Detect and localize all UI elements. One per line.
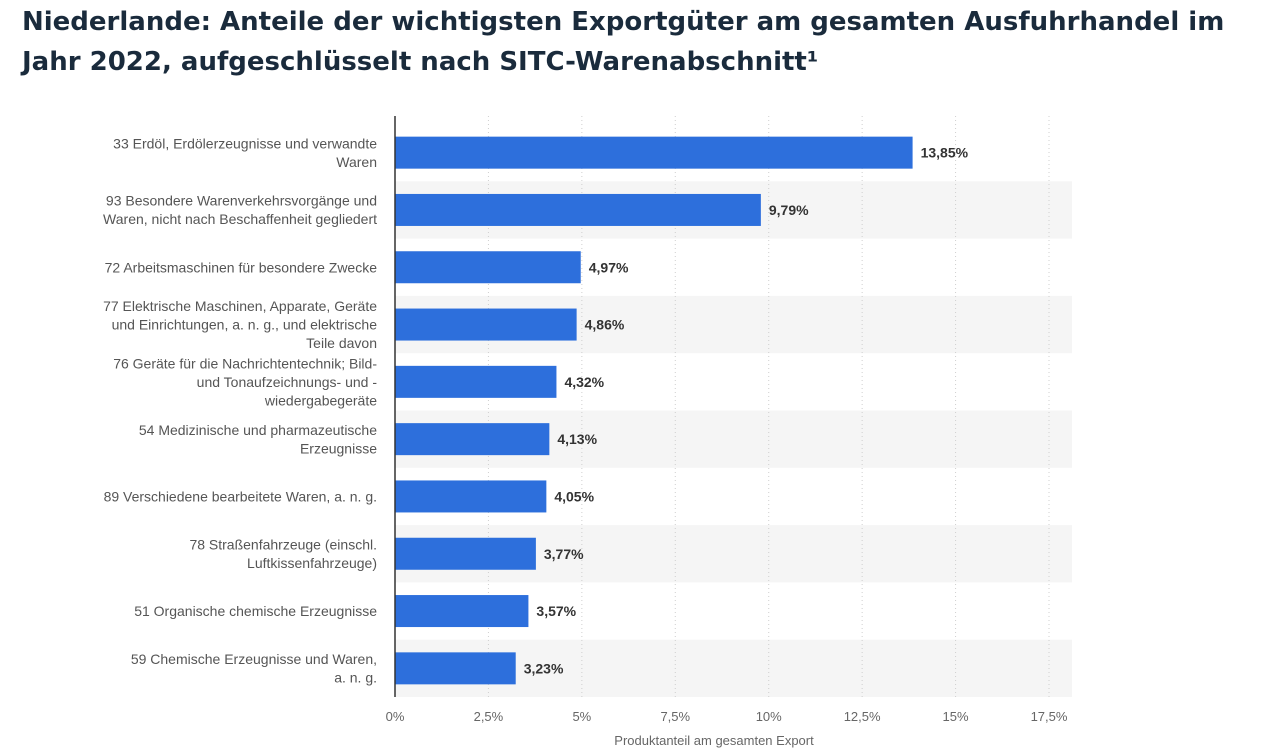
category-label-line: 77 Elektrische Maschinen, Apparate, Gerä… (103, 298, 377, 314)
bar-2[interactable] (395, 193, 761, 226)
category-label: 54 Medizinische und pharmazeutische Erzeu… (139, 422, 377, 457)
bar-1[interactable] (395, 136, 913, 169)
category-label-line: 59 Chemische Erzeugnisse und Waren, (131, 651, 377, 667)
category-label: 77 Elektrische Maschinen, Apparate, Gerä… (103, 298, 377, 351)
value-label: 3,77% (544, 546, 584, 562)
value-label: 4,32% (564, 374, 604, 390)
value-label: 9,79% (769, 202, 809, 218)
page-title: Niederlande: Anteile der wichtigsten Exp… (22, 7, 1225, 77)
value-label: 4,05% (554, 488, 594, 504)
x-tick-label: 5% (572, 709, 591, 724)
category-label-line: 51 Organische chemische Erzeugnisse (134, 603, 377, 619)
category-label-line: wiedergabegeräte (264, 392, 377, 408)
value-label: 4,13% (557, 431, 597, 447)
value-label: 3,23% (524, 660, 564, 676)
bar-9[interactable] (395, 595, 529, 628)
category-label-line: und Tonaufzeichnungs- und - (197, 374, 378, 390)
bar-6[interactable] (395, 423, 550, 456)
category-label: 76 Geräte für die Nachrichtentechnik; Bi… (113, 355, 377, 408)
bar-4[interactable] (395, 308, 577, 341)
value-label: 4,86% (585, 317, 625, 333)
category-label: 33 Erdöl, Erdölerzeugnisse und verwandte… (113, 135, 377, 170)
bar-3[interactable] (395, 251, 581, 284)
bar-8[interactable] (395, 537, 536, 570)
category-label: 59 Chemische Erzeugnisse und Waren, a. n.… (131, 651, 377, 686)
value-label: 13,85% (921, 145, 969, 161)
value-label: 4,97% (589, 259, 629, 275)
x-tick-label: 12,5% (844, 709, 881, 724)
category-label: 72 Arbeitsmaschinen für besondere Zwecke (105, 259, 378, 275)
category-label-line: Waren (336, 154, 377, 170)
category-label: 51 Organische chemische Erzeugnisse (134, 603, 377, 619)
x-tick-label: 10% (756, 709, 782, 724)
bar-10[interactable] (395, 652, 516, 685)
category-label: 93 Besondere Warenverkehrsvorgänge und Wa… (103, 193, 377, 228)
chart-card: 13,85% 33 Erdöl, Erdölerzeugnisse und ver… (22, 96, 1072, 751)
category-label: 78 Straßenfahrzeuge (einschl. Luftkissenf… (189, 537, 377, 572)
category-label-line: Teile davon (306, 335, 377, 351)
category-label-line: 72 Arbeitsmaschinen für besondere Zwecke (105, 259, 378, 275)
x-axis-title: Produktanteil am gesamten Export (614, 733, 814, 748)
x-tick-label: 17,5% (1031, 709, 1068, 724)
bar-5[interactable] (395, 365, 557, 398)
category-label-line: Waren, nicht nach Beschaffenheit geglied… (103, 211, 377, 227)
x-tick-label: 7,5% (660, 709, 690, 724)
category-label-line: 89 Verschiedene bearbeitete Waren, a. n.… (104, 488, 377, 504)
bar-7[interactable] (395, 480, 547, 513)
category-label-line: Luftkissenfahrzeuge) (247, 555, 377, 571)
category-label-line: 78 Straßenfahrzeuge (einschl. (189, 537, 377, 553)
category-label-line: 93 Besondere Warenverkehrsvorgänge und (106, 193, 377, 209)
x-tick-label: 15% (943, 709, 969, 724)
category-label-line: 54 Medizinische und pharmazeutische (139, 422, 377, 438)
category-label-line: 76 Geräte für die Nachrichtentechnik; Bi… (113, 355, 377, 371)
bar-chart: 13,85% 33 Erdöl, Erdölerzeugnisse und ver… (103, 116, 1072, 748)
category-label-line: a. n. g. (334, 670, 377, 686)
category-label-line: und Einrichtungen, a. n. g., und elektri… (112, 317, 378, 333)
x-tick-label: 0% (386, 709, 405, 724)
value-label: 3,57% (536, 603, 576, 619)
category-label-line: 33 Erdöl, Erdölerzeugnisse und verwandte (113, 135, 377, 151)
x-tick-label: 2,5% (474, 709, 504, 724)
category-label: 89 Verschiedene bearbeitete Waren, a. n.… (104, 488, 377, 504)
category-label-line: Erzeugnisse (300, 440, 377, 456)
